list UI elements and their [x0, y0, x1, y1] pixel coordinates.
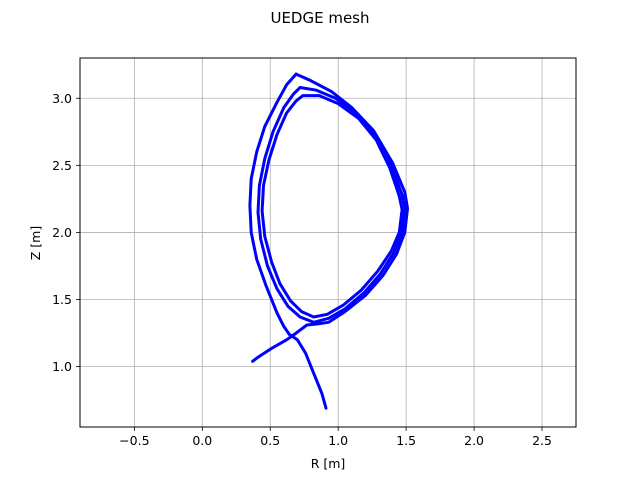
x-tick-label: 2.5 [532, 433, 552, 448]
mesh-series-line-4 [260, 94, 404, 319]
x-axis-ticks: −0.5 0.0 0.5 1.0 1.5 2.0 2.5 [119, 427, 552, 448]
axes-frame [79, 57, 577, 428]
mesh-lines [248, 72, 409, 410]
y-tick-label: 2.0 [52, 225, 72, 240]
x-tick-label: 1.5 [396, 433, 416, 448]
y-tick-label: 2.5 [52, 158, 72, 173]
y-tick-label: 1.0 [52, 359, 72, 374]
x-tick-label: 2.0 [464, 433, 484, 448]
grid-lines [80, 58, 576, 427]
x-tick-label: 0.5 [260, 433, 280, 448]
y-axis-ticks: 1.0 1.5 2.0 2.5 3.0 [52, 91, 80, 374]
mesh-series-line-2 [248, 72, 328, 410]
x-axis-label: R [m] [311, 456, 346, 471]
y-tick-label: 3.0 [52, 91, 72, 106]
y-tick-label: 1.5 [52, 292, 72, 307]
x-tick-label: 0.0 [192, 433, 212, 448]
chart-title: UEDGE mesh [270, 9, 369, 27]
x-tick-label: 1.0 [328, 433, 348, 448]
y-axis-label: Z [m] [28, 226, 43, 260]
x-tick-label: −0.5 [119, 433, 149, 448]
